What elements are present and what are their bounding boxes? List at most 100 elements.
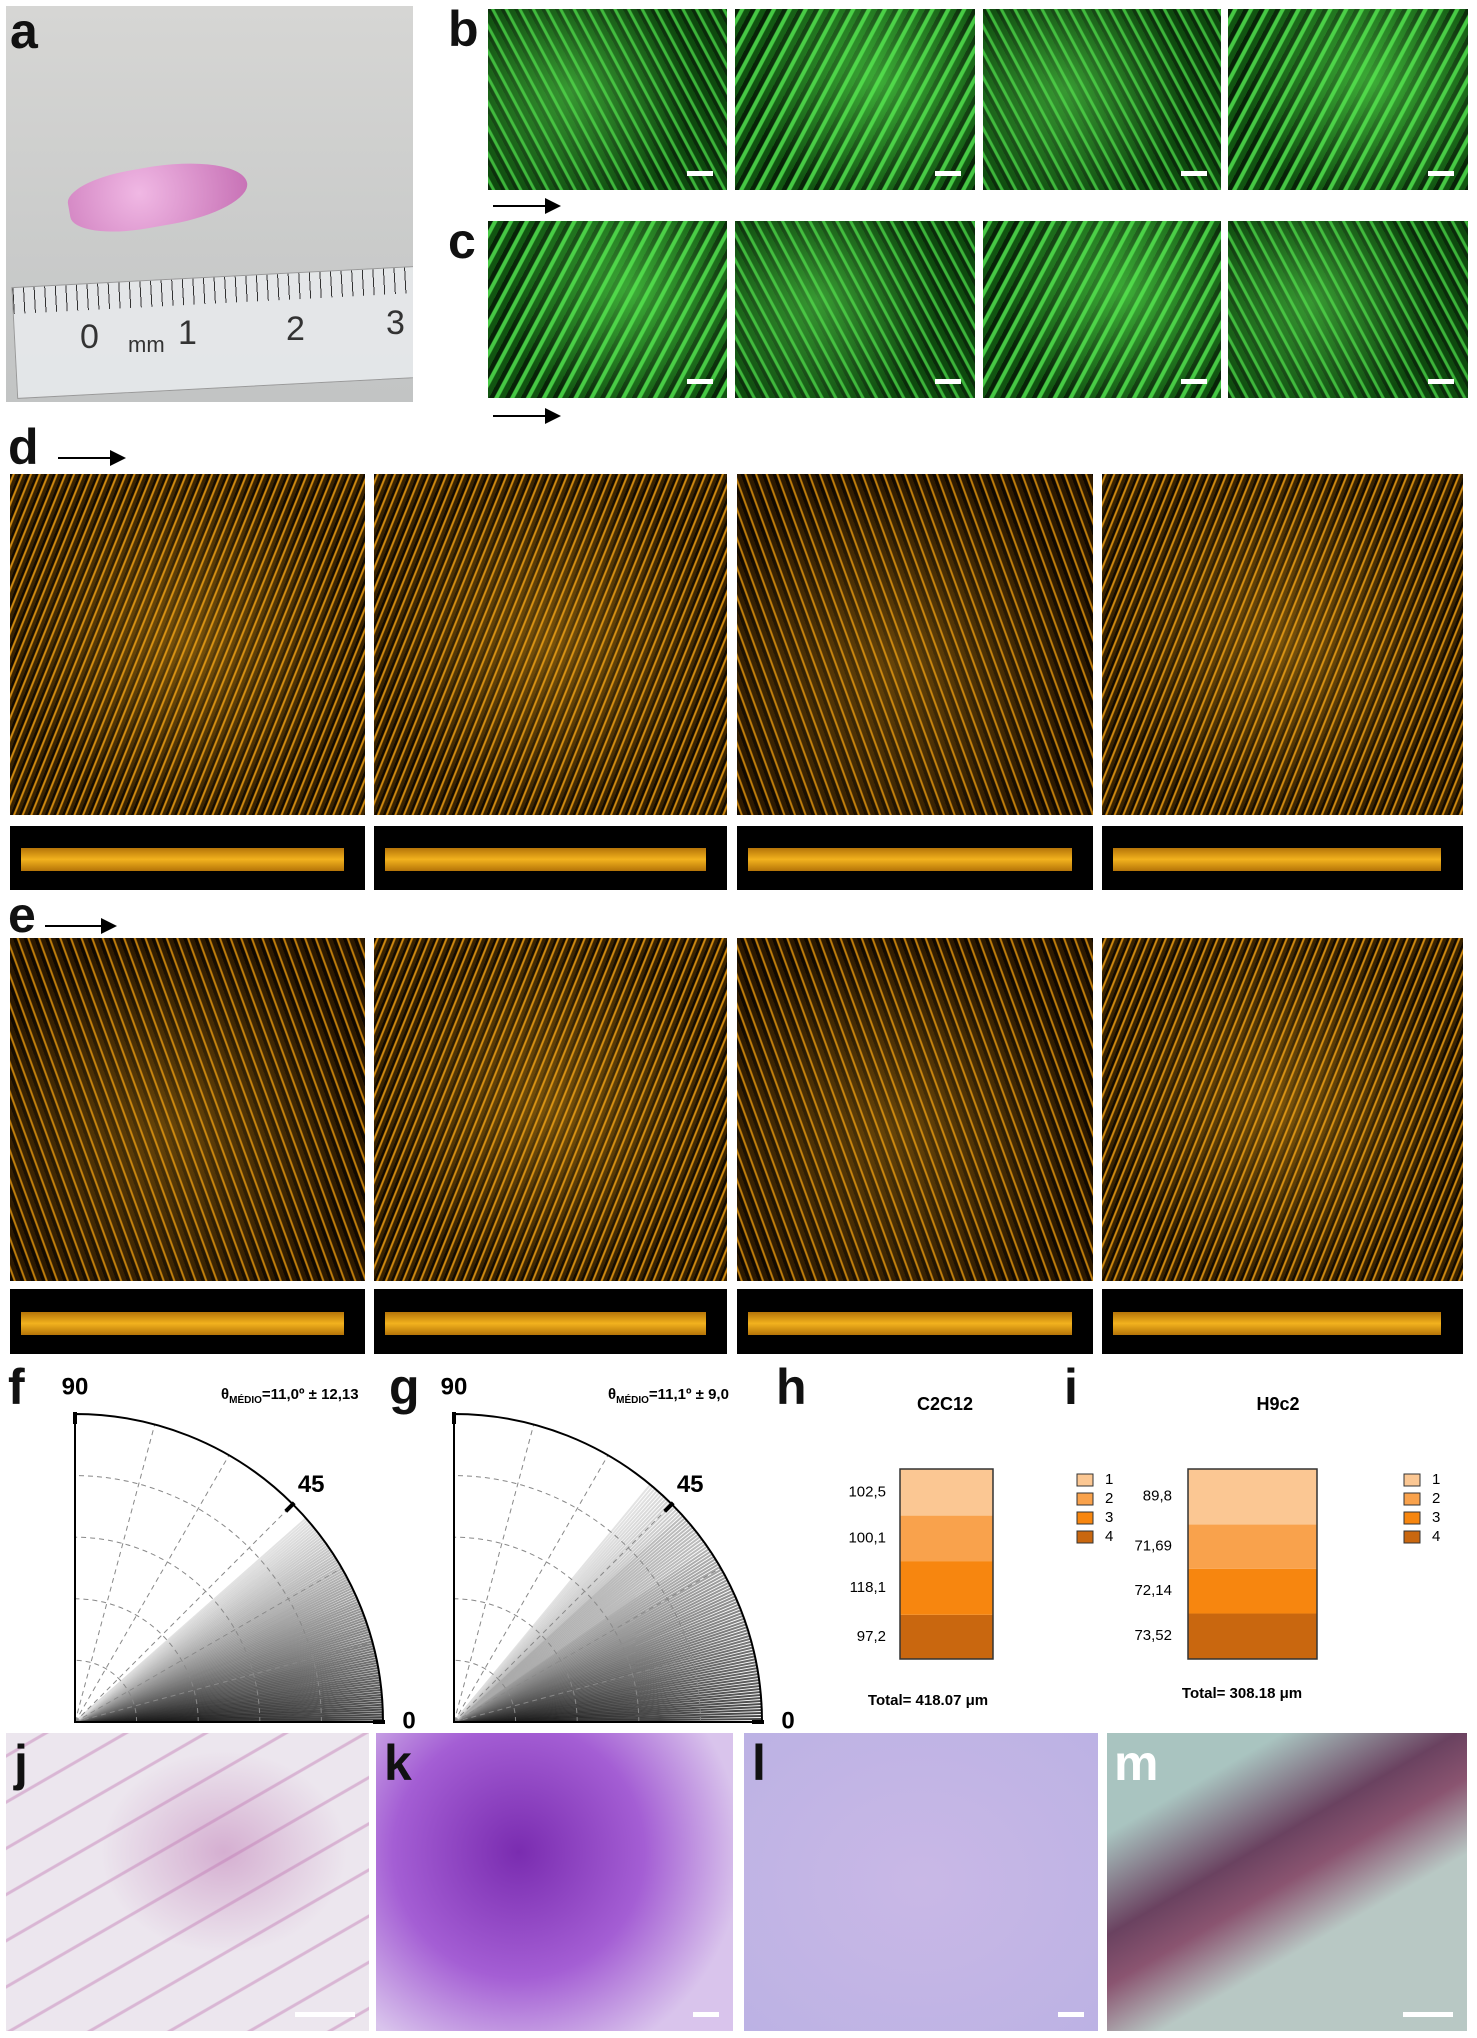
legend-label: 3 — [1432, 1509, 1440, 1526]
scale-bar — [687, 171, 713, 176]
micrograph — [488, 9, 727, 190]
panel-letter: l — [752, 1735, 766, 1791]
arc-gridline — [74, 1536, 261, 1723]
side-view — [10, 826, 365, 890]
annotation-text: =11,1º ± 9,0 — [649, 1386, 729, 1403]
ruler-label: mm — [128, 332, 165, 357]
scale-bar — [687, 379, 713, 384]
side-view — [10, 1289, 365, 1354]
micrograph — [983, 221, 1221, 398]
legend-label: 1 — [1105, 1471, 1113, 1488]
bar-outline — [899, 1468, 994, 1660]
ruler-label: 3 — [386, 304, 405, 342]
fan-line — [453, 1484, 652, 1723]
theta-tick-label: 0 — [781, 1707, 794, 1734]
arc-gridline — [74, 1475, 322, 1723]
micrograph — [983, 9, 1221, 190]
theta-tick-label: 90 — [441, 1373, 468, 1400]
scale-bar — [1428, 171, 1454, 176]
side-view — [374, 826, 727, 890]
panel-letter: j — [14, 1735, 28, 1791]
legend-label: 2 — [1432, 1490, 1440, 1507]
value-label: 97,2 — [857, 1628, 886, 1645]
bar-segment — [1188, 1469, 1317, 1525]
scale-bar — [1058, 2012, 1084, 2017]
bar-segment — [900, 1614, 993, 1659]
photo: 0 mm 1 2 3 — [6, 6, 413, 402]
confocal-image — [374, 474, 727, 815]
side-view — [1102, 1289, 1463, 1354]
confocal-image — [737, 474, 1093, 815]
micrograph — [1228, 9, 1468, 190]
scale-bar — [935, 171, 961, 176]
chart-title: H9c2 — [1256, 1394, 1299, 1414]
fan-line — [74, 1517, 307, 1723]
panel-letter: e — [8, 887, 36, 943]
annotation: θMÉDIO=11,0º ± 12,13 — [221, 1386, 359, 1406]
panel-letter: k — [384, 1735, 412, 1791]
side-view — [737, 1289, 1093, 1354]
arrow — [493, 408, 561, 424]
radial-gridline — [74, 1567, 342, 1723]
legend-swatch — [1403, 1530, 1421, 1544]
radial-gridline — [74, 1455, 230, 1723]
theta-tick-label: 90 — [62, 1373, 89, 1400]
legend-label: 1 — [1432, 1471, 1440, 1488]
micrograph — [735, 221, 975, 398]
theta-tick-label: 0 — [402, 1707, 415, 1734]
scale-bar — [693, 2012, 719, 2017]
radial-gridline — [74, 1424, 156, 1723]
panel-letter: i — [1064, 1359, 1078, 1415]
legend-label: 4 — [1432, 1528, 1440, 1545]
total-label: Total= 418.07 μm — [868, 1692, 988, 1709]
panel-letter: c — [448, 213, 476, 269]
annotation-symbol: θ — [221, 1386, 229, 1403]
bar-segment — [1188, 1524, 1317, 1569]
legend-swatch — [1076, 1511, 1094, 1525]
value-label: 102,5 — [848, 1483, 886, 1500]
confocal-image — [10, 474, 365, 815]
annotation: θMÉDIO=11,1º ± 9,0 — [608, 1386, 729, 1406]
value-label: 89,8 — [1143, 1488, 1172, 1505]
legend-label: 4 — [1105, 1528, 1113, 1545]
side-view — [1102, 826, 1463, 890]
legend-swatch — [1403, 1473, 1421, 1487]
theta-tick-label: 45 — [298, 1471, 325, 1498]
annotation-subscript: MÉDIO — [229, 1393, 262, 1406]
radial-gridline — [453, 1424, 535, 1723]
chart-title: C2C12 — [917, 1394, 973, 1414]
radial-gridline — [453, 1455, 609, 1723]
micrograph — [1228, 221, 1468, 398]
bar-segment — [1188, 1568, 1317, 1614]
annotation-symbol: θ — [608, 1386, 616, 1403]
panel-letter: g — [389, 1359, 420, 1415]
histology-image — [744, 1733, 1098, 2031]
total-label: Total= 308.18 μm — [1182, 1685, 1302, 1702]
radial-gridline — [453, 1641, 752, 1723]
panel-letter: b — [448, 1, 479, 57]
arrow — [493, 198, 561, 214]
legend-swatch — [1403, 1492, 1421, 1506]
annotation-text: =11,0º ± 12,13 — [262, 1386, 359, 1403]
confocal-image — [1102, 474, 1463, 815]
scale-bar — [1428, 379, 1454, 384]
value-label: 72,14 — [1134, 1582, 1172, 1599]
arrow — [45, 918, 117, 934]
scale-bar — [1181, 171, 1207, 176]
legend-swatch — [1403, 1511, 1421, 1525]
bar-segment — [900, 1561, 993, 1615]
ruler-label: 0 — [80, 318, 99, 356]
arc-gridline — [74, 1659, 138, 1723]
radial-gridline — [74, 1503, 294, 1723]
scale-bar — [1403, 2012, 1453, 2017]
bar-outline — [1187, 1468, 1318, 1660]
theta-tick — [284, 1501, 296, 1513]
panel-letter: m — [1114, 1735, 1159, 1791]
confocal-image — [1102, 938, 1463, 1281]
theta-tick-label: 45 — [677, 1471, 704, 1498]
radial-gridline — [74, 1641, 373, 1723]
histology-image — [1107, 1733, 1467, 2031]
legend-swatch — [1076, 1473, 1094, 1487]
